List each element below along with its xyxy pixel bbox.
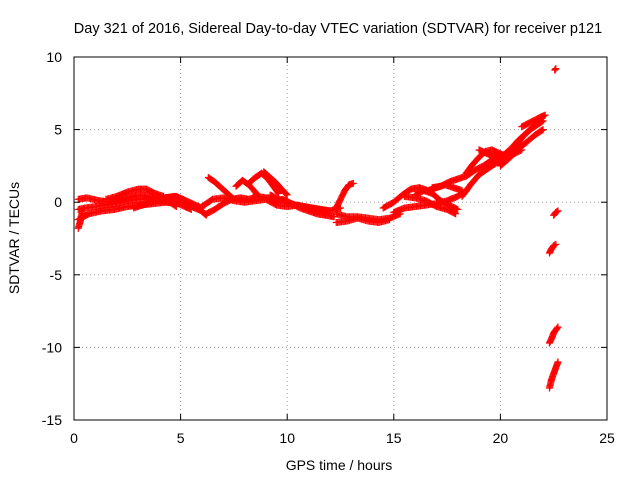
y-axis-ticks: -15 -10 -5 0 5 10 bbox=[42, 49, 607, 428]
x-tick-label: 0 bbox=[70, 430, 78, 446]
data-point bbox=[554, 323, 562, 331]
x-axis-ticks: 0 5 10 15 20 25 bbox=[70, 57, 615, 446]
y-tick-label: -15 bbox=[42, 412, 62, 428]
x-tick-label: 15 bbox=[386, 430, 402, 446]
data-point bbox=[454, 205, 462, 213]
data-point bbox=[255, 194, 263, 202]
data-point bbox=[282, 190, 290, 198]
data-point bbox=[453, 205, 461, 213]
grid-lines bbox=[74, 57, 607, 420]
data-point bbox=[171, 202, 179, 210]
data-point bbox=[229, 194, 237, 202]
plot-frame bbox=[73, 56, 608, 421]
y-tick-label: -5 bbox=[50, 267, 63, 283]
data-point bbox=[274, 189, 282, 197]
data-point bbox=[255, 193, 263, 201]
data-point bbox=[539, 126, 547, 134]
x-tick-label: 20 bbox=[493, 430, 509, 446]
y-tick-label: 5 bbox=[54, 122, 62, 138]
data-point bbox=[552, 65, 560, 73]
data-point bbox=[551, 241, 559, 249]
y-tick-label: 10 bbox=[46, 49, 62, 65]
data-point bbox=[230, 195, 238, 203]
y-tick-label: 0 bbox=[54, 194, 62, 210]
data-point bbox=[283, 191, 291, 199]
y-tick-label: -10 bbox=[42, 339, 62, 355]
data-point bbox=[79, 207, 87, 215]
y-axis-label: SDTVAR / TECUs bbox=[6, 182, 22, 294]
x-tick-label: 5 bbox=[177, 430, 185, 446]
data-point bbox=[552, 240, 560, 248]
data-point bbox=[554, 207, 562, 215]
data-point bbox=[553, 324, 561, 332]
data-points bbox=[74, 65, 562, 392]
data-point bbox=[554, 358, 562, 366]
data-point bbox=[326, 207, 334, 215]
x-tick-label: 25 bbox=[599, 430, 615, 446]
chart-title: Day 321 of 2016, Sidereal Day-to-day VTE… bbox=[74, 21, 602, 37]
data-point bbox=[349, 179, 357, 187]
data-point bbox=[553, 208, 561, 216]
data-point bbox=[538, 126, 546, 134]
x-axis-label: GPS time / hours bbox=[286, 457, 393, 473]
data-point bbox=[386, 216, 394, 224]
data-point bbox=[541, 111, 549, 119]
x-tick-label: 10 bbox=[279, 430, 295, 446]
data-point bbox=[172, 203, 180, 211]
